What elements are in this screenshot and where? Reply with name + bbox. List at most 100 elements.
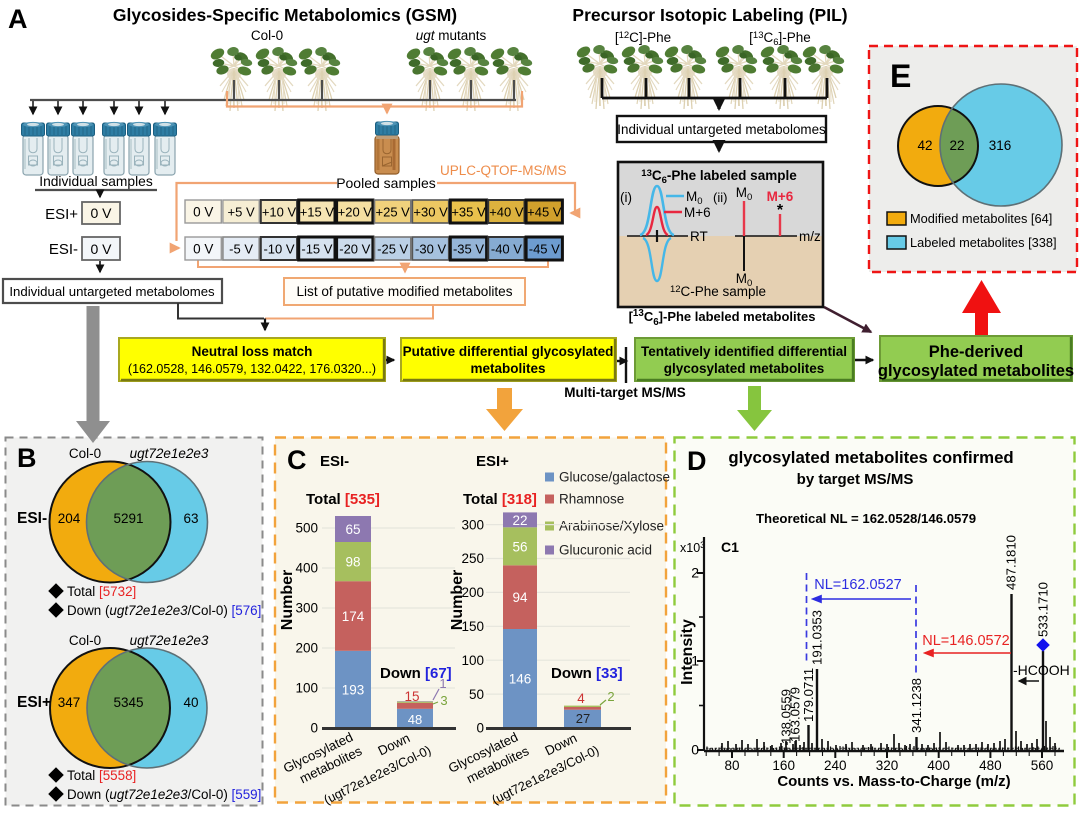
svg-text:Glycosides-Specific Metabolomi: Glycosides-Specific Metabolomics (GSM) (113, 5, 457, 25)
svg-text:15: 15 (404, 689, 419, 704)
svg-text:(162.0528, 146.0579, 132.0422,: (162.0528, 146.0579, 132.0422, 176.0320.… (128, 362, 376, 376)
svg-text:400: 400 (927, 758, 950, 773)
svg-text:533.1710: 533.1710 (1036, 582, 1051, 637)
svg-text:-5 V: -5 V (229, 242, 253, 257)
svg-text:Individual untargeted metabolo: Individual untargeted metabolomes (617, 122, 826, 137)
svg-text:Neutral loss match: Neutral loss match (192, 344, 313, 359)
svg-text:Down (ugt72e1e2e3/Col-0) [559]: Down (ugt72e1e2e3/Col-0) [559] (67, 787, 261, 802)
svg-text:Total [535]: Total [535] (306, 491, 380, 508)
svg-text:NL=146.0572: NL=146.0572 (922, 633, 1009, 649)
svg-text:300: 300 (295, 601, 318, 616)
svg-text:-25 V: -25 V (377, 242, 408, 257)
svg-text:300: 300 (461, 517, 484, 532)
svg-text:+10 V: +10 V (262, 205, 297, 220)
svg-text:12C-Phe sample: 12C-Phe sample (670, 284, 766, 299)
svg-text:Individual samples: Individual samples (39, 174, 153, 189)
svg-text:22: 22 (949, 138, 964, 153)
svg-text:193: 193 (342, 682, 365, 697)
svg-text:163.0579: 163.0579 (788, 687, 803, 742)
svg-text:+35 V: +35 V (451, 205, 486, 220)
svg-text:+30 V: +30 V (413, 205, 448, 220)
svg-text:Arabinose/Xylose: Arabinose/Xylose (559, 519, 664, 534)
svg-text:NL=162.0527: NL=162.0527 (814, 577, 901, 593)
svg-text:(ii): (ii) (713, 190, 727, 205)
svg-text:1: 1 (439, 676, 446, 691)
svg-text:ESI-: ESI- (49, 241, 78, 258)
svg-text:138.0559: 138.0559 (779, 689, 794, 744)
svg-text:ugt72e1e2e3: ugt72e1e2e3 (130, 633, 209, 648)
svg-text:by target MS/MS: by target MS/MS (797, 471, 914, 488)
svg-text:C1: C1 (721, 539, 739, 555)
svg-text:D: D (687, 446, 707, 476)
svg-text:ugt72e1e2e3: ugt72e1e2e3 (130, 446, 209, 461)
svg-text:200: 200 (461, 585, 484, 600)
svg-text:Putative differential glycosyl: Putative differential glycosylated (403, 344, 614, 359)
svg-text:-10 V: -10 V (263, 242, 294, 257)
svg-text:ESI-: ESI- (17, 510, 47, 527)
svg-text:Multi-target MS/MS: Multi-target MS/MS (564, 385, 686, 400)
svg-text:Precursor Isotopic Labeling (P: Precursor Isotopic Labeling (PIL) (572, 5, 847, 25)
svg-text:RT: RT (690, 229, 708, 244)
svg-text:ugt mutants: ugt mutants (416, 28, 487, 43)
svg-text:ESI+: ESI+ (45, 206, 78, 223)
svg-text:Number: Number (279, 570, 296, 630)
svg-text:200: 200 (295, 641, 318, 656)
svg-text:80: 80 (724, 758, 739, 773)
svg-text:98: 98 (345, 555, 360, 570)
svg-text:Phe-derived: Phe-derived (929, 343, 1023, 361)
svg-text:204: 204 (58, 511, 81, 526)
svg-text:Total [318]: Total [318] (463, 491, 537, 508)
svg-text:Pooled samples: Pooled samples (336, 175, 436, 191)
svg-text:0 V: 0 V (193, 205, 213, 220)
svg-text:+20 V: +20 V (338, 205, 373, 220)
svg-text:+5 V: +5 V (228, 205, 255, 220)
svg-text:4: 4 (577, 691, 585, 706)
svg-text:0 V: 0 V (90, 205, 112, 221)
svg-text:m/z: m/z (799, 229, 821, 244)
svg-text:0 V: 0 V (193, 242, 213, 257)
svg-text:100: 100 (461, 653, 484, 668)
svg-text:0 V: 0 V (90, 241, 112, 257)
svg-text:[13C6]-Phe labeled metabolites: [13C6]-Phe labeled metabolites (629, 308, 816, 328)
svg-text:M+6: M+6 (684, 205, 711, 220)
svg-text:UPLC-QTOF-MS/MS: UPLC-QTOF-MS/MS (440, 163, 567, 178)
svg-text:Theoretical NL = 162.0528/146: Theoretical NL = 162.0528/146.0579 (756, 511, 976, 526)
svg-text:240: 240 (824, 758, 847, 773)
svg-text:27: 27 (576, 711, 590, 726)
svg-text:[13C6]-Phe: [13C6]-Phe (749, 30, 811, 48)
svg-text:-45 V: -45 V (529, 242, 560, 257)
svg-text:42: 42 (917, 138, 932, 153)
svg-text:[12C]-Phe: [12C]-Phe (615, 30, 671, 45)
svg-text:glycosylated metabolites: glycosylated metabolites (878, 362, 1074, 380)
svg-text:metabolites: metabolites (470, 361, 545, 376)
svg-text:487.1810: 487.1810 (1004, 535, 1019, 590)
svg-text:Col-0: Col-0 (69, 633, 101, 648)
svg-text:-40 V: -40 V (491, 242, 522, 257)
svg-text:65: 65 (345, 522, 360, 537)
svg-text:Intensity: Intensity (679, 619, 696, 685)
svg-text:E: E (890, 58, 911, 94)
svg-text:316: 316 (989, 138, 1012, 153)
svg-text:Down [67]: Down [67] (380, 665, 452, 682)
svg-text:341.1238: 341.1238 (909, 678, 924, 733)
svg-text:List of putative modified meta: List of putative modified metabolites (296, 284, 512, 299)
svg-text:2: 2 (607, 689, 614, 704)
svg-text:M+6: M+6 (767, 189, 794, 204)
svg-text:50: 50 (469, 687, 484, 702)
svg-text:+15 V: +15 V (300, 205, 335, 220)
svg-text:glycosylated metabolites: glycosylated metabolites (664, 361, 825, 376)
svg-text:40: 40 (183, 695, 198, 710)
svg-text:(i): (i) (620, 190, 632, 205)
svg-text:Col-0: Col-0 (251, 28, 283, 43)
svg-text:0: 0 (691, 742, 699, 758)
svg-text:B: B (17, 443, 37, 473)
svg-text:560: 560 (1031, 758, 1054, 773)
svg-text:glycosylated metabolites confi: glycosylated metabolites confirmed (728, 448, 1013, 467)
svg-text:Total [5732]: Total [5732] (67, 584, 136, 599)
svg-text:0: 0 (310, 721, 318, 736)
svg-text:56: 56 (512, 539, 527, 554)
svg-text:Rhamnose: Rhamnose (559, 492, 624, 507)
svg-text:174: 174 (342, 609, 365, 624)
svg-text:x103: x103 (680, 540, 705, 555)
svg-text:Number: Number (449, 570, 466, 630)
